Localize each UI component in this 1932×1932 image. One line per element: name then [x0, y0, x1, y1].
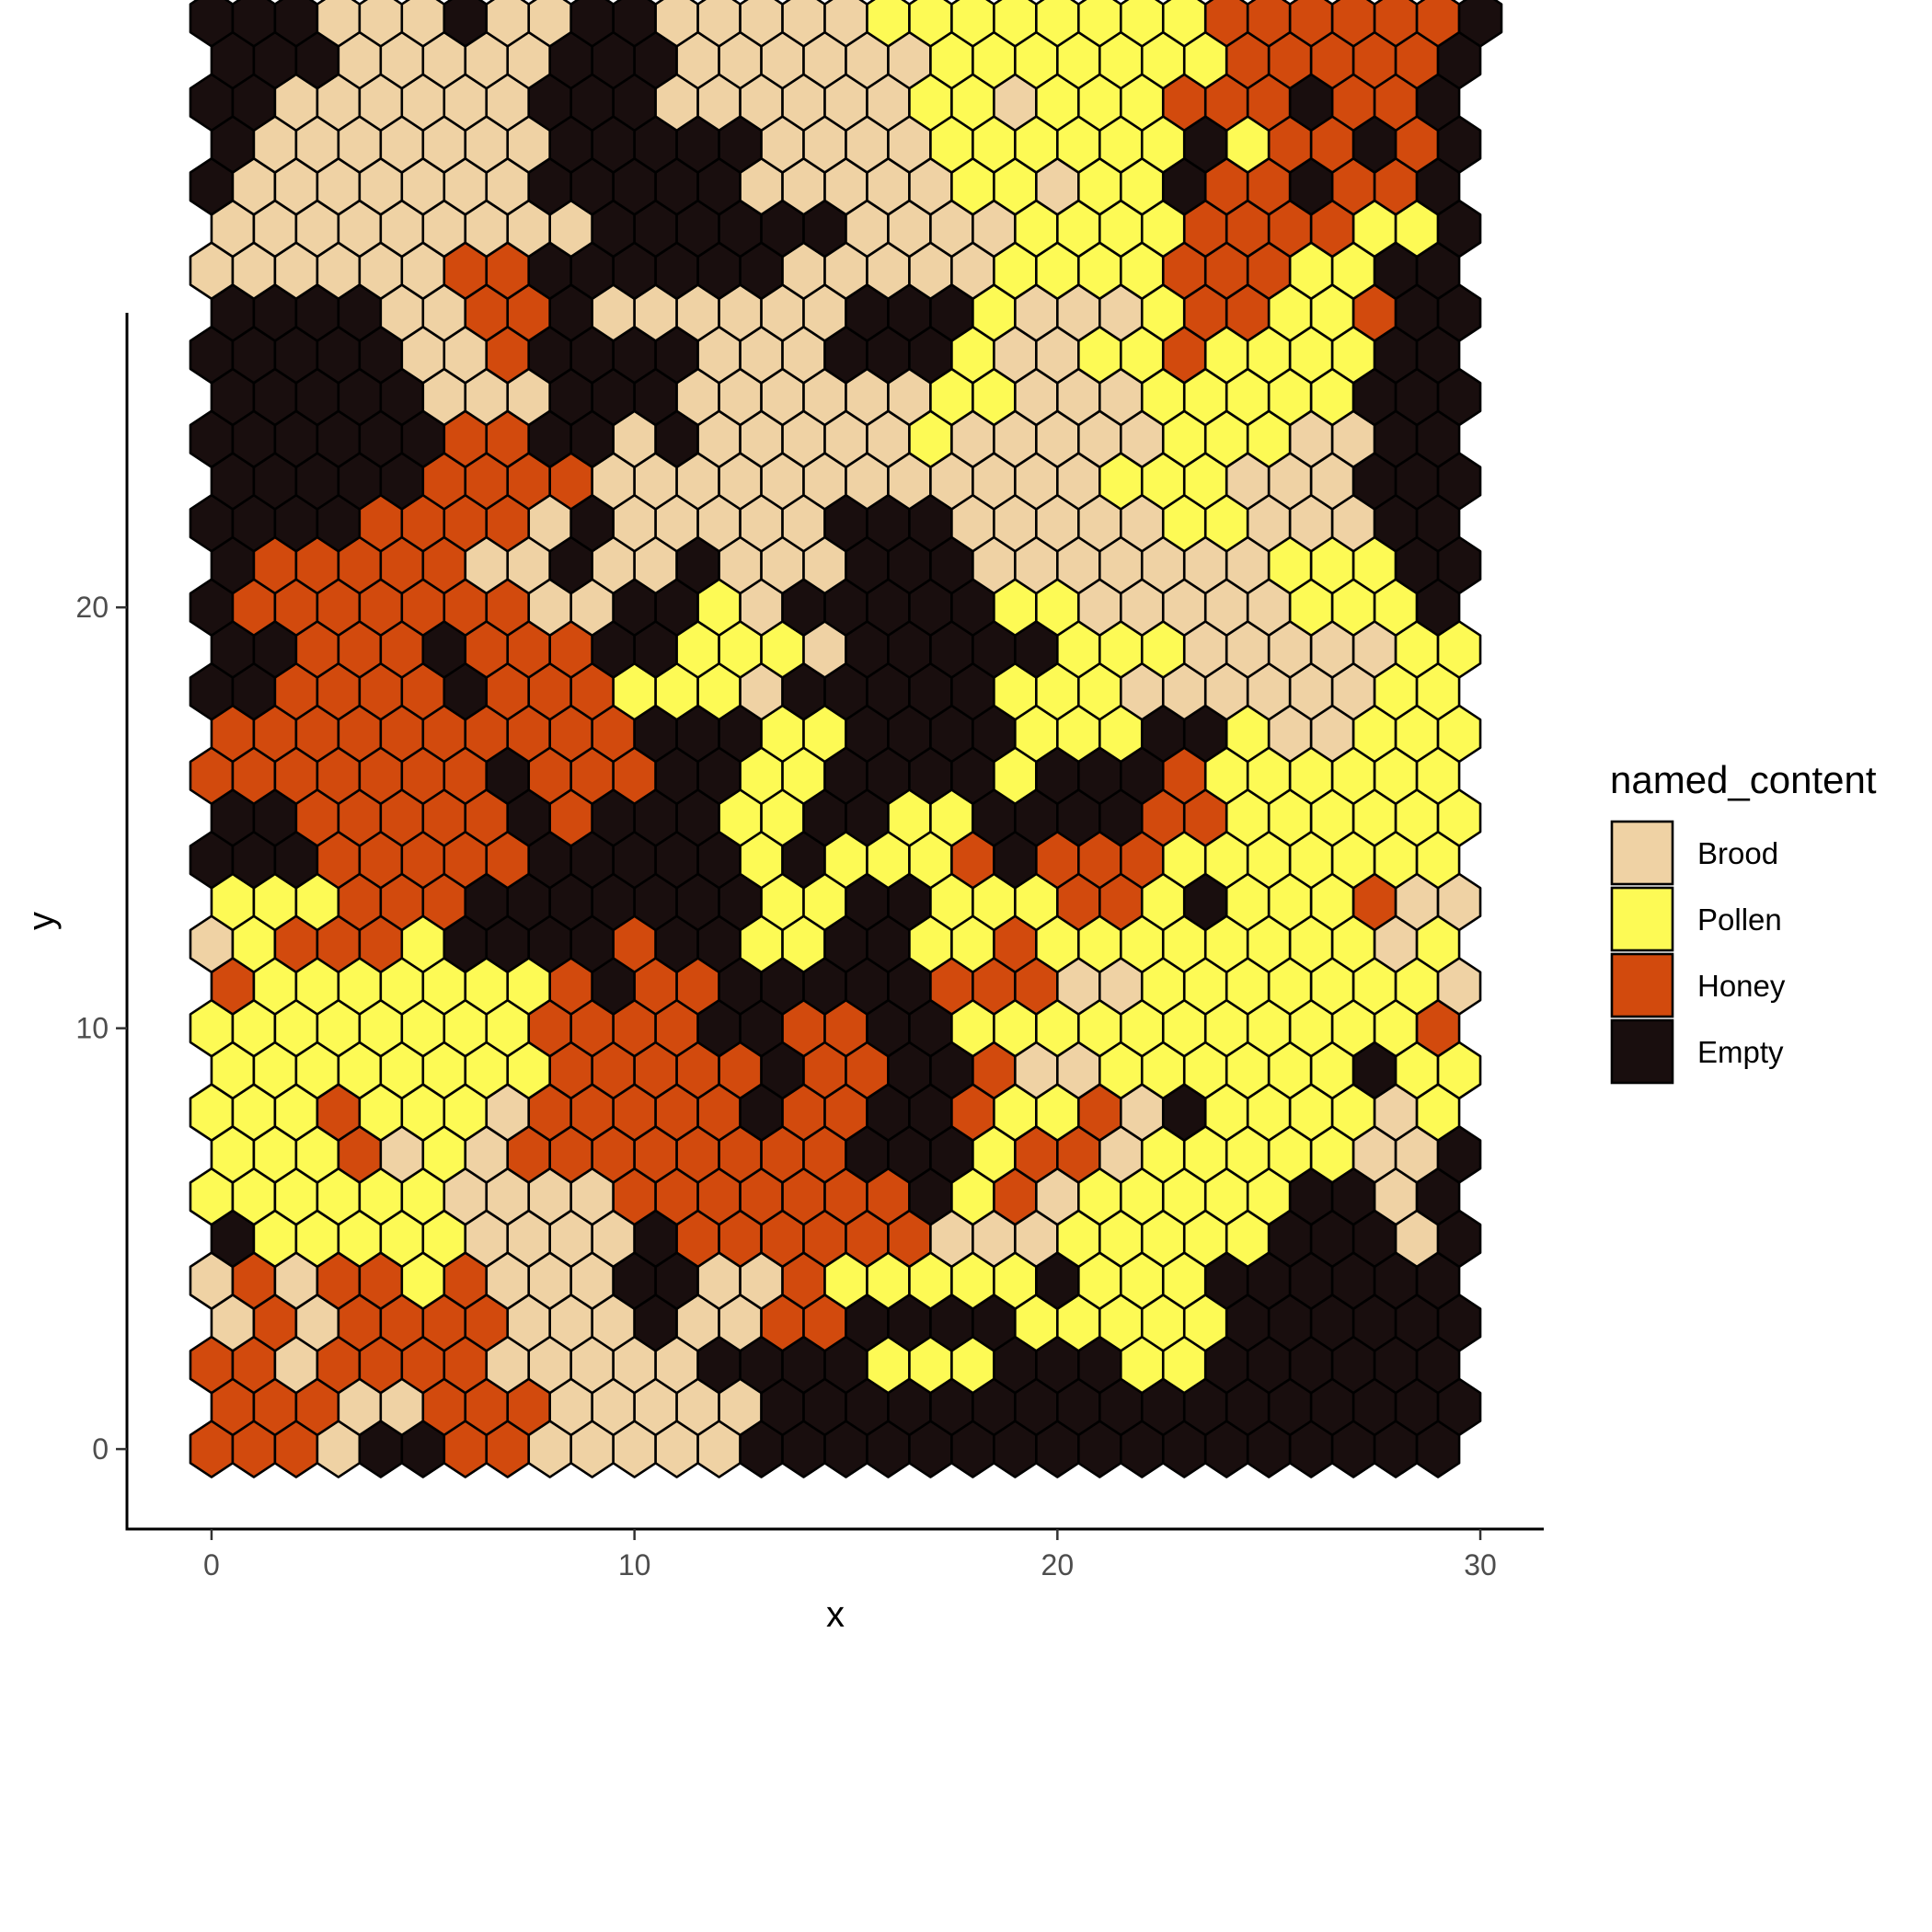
hex-cells-layer [189, 0, 1503, 1478]
legend-label-empty: Empty [1697, 1035, 1784, 1069]
legend: named_content Brood Pollen Honey Empty [1610, 758, 1877, 1085]
legend-title: named_content [1610, 758, 1877, 801]
y-tick-label: 10 [75, 1012, 109, 1045]
legend-key-brood [1610, 820, 1674, 886]
x-tick-label: 30 [1464, 1548, 1497, 1581]
y-tick-label: 20 [75, 591, 109, 624]
axes-layer: 0 10 20 30 0 10 20 x y [21, 313, 1544, 1635]
legend-key-pollen [1610, 886, 1674, 952]
hex-cell-empty [1457, 0, 1503, 48]
legend-key-honey [1610, 952, 1674, 1018]
x-tick-label: 10 [618, 1548, 651, 1581]
y-tick-label: 0 [92, 1432, 109, 1466]
legend-label-honey: Honey [1697, 969, 1786, 1003]
legend-label-pollen: Pollen [1697, 903, 1782, 937]
legend-label-brood: Brood [1697, 836, 1778, 870]
x-tick-label: 20 [1041, 1548, 1075, 1581]
x-axis-title: x [826, 1594, 845, 1635]
x-tick-label: 0 [203, 1548, 220, 1581]
y-axis-title: y [21, 912, 62, 930]
legend-key-empty [1610, 1018, 1674, 1085]
